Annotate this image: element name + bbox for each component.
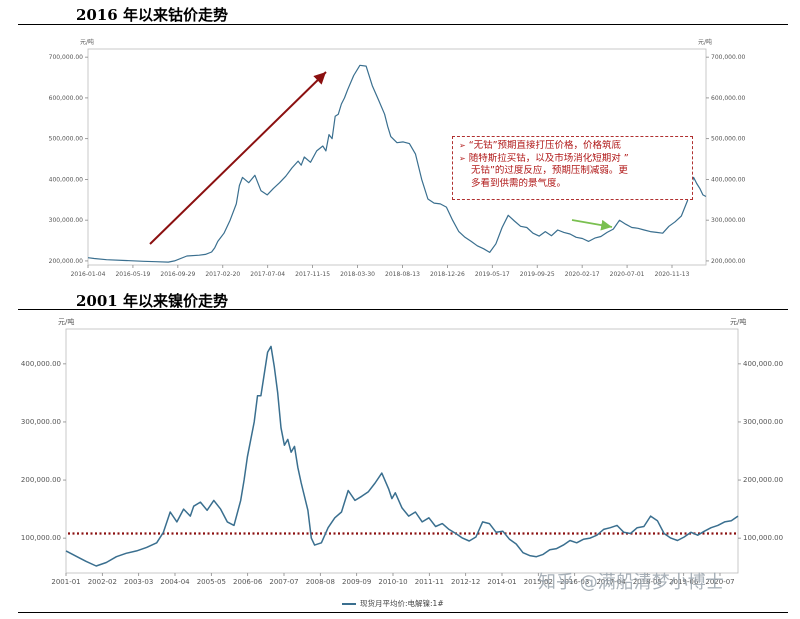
y-tick-label-left: 300,000.00 [49, 217, 84, 224]
x-tick-label: 2017-11-15 [295, 271, 330, 278]
arrow-bullet-icon: ➢ [459, 141, 466, 150]
flat-trend-arrow [571, 219, 613, 231]
x-tick-label: 2004-04 [160, 578, 190, 586]
y-tick-label-right: 400,000.00 [711, 176, 746, 183]
unit-label-right: 元/吨 [730, 317, 746, 326]
x-tick-label: 2016-01-04 [71, 271, 106, 278]
watermark: 知乎 @满船清梦小博士 [538, 572, 724, 593]
middle-divider [18, 309, 788, 310]
x-tick-label: 2001-01 [51, 578, 80, 586]
x-tick-label: 2016-03 [560, 578, 589, 586]
x-tick-label: 2020-02-17 [565, 271, 600, 278]
cobalt-chart-title: 2016 年以来钴价走势 [76, 6, 228, 24]
y-tick-label-right: 300,000.00 [711, 217, 746, 224]
unit-label-left: 元/吨 [58, 317, 74, 326]
x-tick-label: 2019-09-25 [520, 271, 555, 278]
y-tick-label-left: 300,000.00 [21, 418, 61, 426]
legend-swatch [342, 602, 356, 605]
cobalt-price-chart: 元/吨 元/吨 200,000.00 200,000.00 300,000.00 300,… [49, 38, 746, 278]
y-tick-label-left: 200,000.00 [49, 258, 84, 265]
x-tick-label: 2018-08-13 [385, 271, 420, 278]
y-tick-label-left: 400,000.00 [21, 360, 61, 368]
x-tick-label: 2020-11-13 [655, 271, 690, 278]
price-series-line [65, 345, 739, 567]
x-tick-label: 2007-07 [269, 578, 298, 586]
unit-label-right: 元/吨 [698, 38, 712, 46]
nickel-legend: 现货月平均价:电解镍:1# [342, 598, 444, 609]
nickel-price-chart: 元/吨 元/吨 100,000.00 100,000.00 200,000.00 200,… [21, 317, 783, 586]
x-tick-label: 2020-07 [705, 578, 734, 586]
y-tick-label-right: 300,000.00 [743, 418, 783, 426]
y-tick-label-right: 100,000.00 [743, 534, 783, 542]
x-tick-label: 2010-10 [378, 578, 407, 586]
x-tick-label: 2012-12 [451, 578, 480, 586]
x-tick-label: 2019-05-17 [475, 271, 510, 278]
x-tick-label: 2016-05-19 [115, 271, 150, 278]
top-divider [18, 24, 788, 25]
y-tick-label-left: 200,000.00 [21, 476, 61, 484]
annotation-line-2: ➢ 随特斯拉买钴，以及市场消化短期对 ” [459, 152, 629, 164]
annotation-box: ➢ “无钴”预期直接打压价格，价格筑底 ➢ 随特斯拉买钴，以及市场消化短期对 ” 无… [452, 136, 693, 200]
plot-frame [65, 328, 739, 574]
x-tick-label: 2018-05 [633, 578, 662, 586]
price-series-line [87, 64, 707, 263]
x-tick-label: 2006-06 [233, 578, 263, 586]
y-tick-label-right: 200,000.00 [743, 476, 783, 484]
x-tick-label: 2005-05 [197, 578, 226, 586]
x-tick-label: 2018-12-26 [430, 271, 465, 278]
plot-frame [87, 48, 707, 266]
x-tick-label: 2017-04 [596, 578, 626, 586]
annotation-line-1: ➢ “无钴”预期直接打压价格，价格筑底 [459, 140, 622, 151]
y-tick-label-left: 500,000.00 [49, 136, 84, 143]
x-tick-label: 2019-06 [669, 578, 699, 586]
x-tick-label: 2020-07-01 [610, 271, 645, 278]
annotation-line-3: 无钴”的过度反应，预期压制减弱。更 [471, 165, 628, 176]
x-tick-label: 2009-09 [342, 578, 371, 586]
y-tick-label-right: 500,000.00 [711, 136, 746, 143]
x-tick-label: 2018-03-30 [340, 271, 375, 278]
x-tick-label: 2008-08 [306, 578, 335, 586]
bottom-divider [18, 612, 788, 613]
uptrend-arrow [149, 71, 327, 245]
x-tick-label: 2002-02 [88, 578, 117, 586]
arrow-bullet-icon: ➢ [459, 153, 466, 163]
y-tick-label-left: 600,000.00 [49, 95, 84, 102]
x-tick-label: 2017-07-04 [250, 271, 285, 278]
y-tick-label-left: 100,000.00 [21, 534, 61, 542]
y-tick-label-right: 400,000.00 [743, 360, 783, 368]
y-tick-label-right: 600,000.00 [711, 95, 746, 102]
legend-label: 现货月平均价:电解镍:1# [360, 599, 444, 608]
x-tick-label: 2017-02-20 [205, 271, 240, 278]
y-tick-label-right: 700,000.00 [711, 54, 746, 61]
x-tick-label: 2016-09-29 [160, 271, 195, 278]
unit-label-left: 元/吨 [80, 38, 94, 46]
y-tick-label-right: 200,000.00 [711, 258, 746, 265]
x-tick-label: 2011-11 [415, 578, 444, 586]
annotation-line-4: 多看到供需的景气度。 [471, 177, 567, 189]
y-tick-label-left: 400,000.00 [49, 176, 84, 183]
y-tick-label-left: 700,000.00 [49, 54, 84, 61]
x-tick-label: 2014-01 [487, 578, 516, 586]
x-tick-label: 2003-03 [124, 578, 153, 586]
nickel-chart-title: 2001 年以来镍价走势 [76, 292, 228, 310]
x-tick-label: 2015-02 [524, 578, 553, 586]
